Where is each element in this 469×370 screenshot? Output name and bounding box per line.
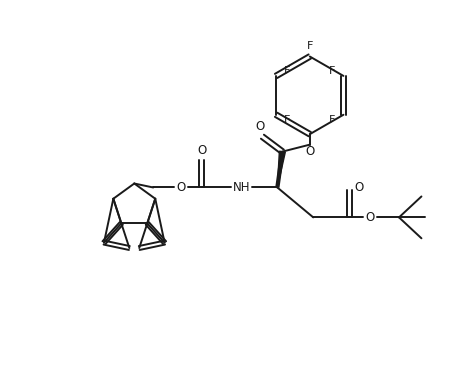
Text: O: O: [365, 211, 375, 224]
Text: O: O: [305, 145, 314, 158]
Text: O: O: [355, 181, 364, 194]
Text: F: F: [307, 41, 313, 51]
Polygon shape: [277, 151, 285, 188]
Text: F: F: [284, 66, 290, 76]
Text: O: O: [176, 181, 185, 194]
Text: NH: NH: [233, 181, 250, 194]
Text: F: F: [329, 66, 336, 76]
Text: O: O: [256, 120, 265, 133]
Text: O: O: [197, 144, 206, 157]
Text: F: F: [329, 115, 336, 125]
Text: F: F: [284, 115, 290, 125]
